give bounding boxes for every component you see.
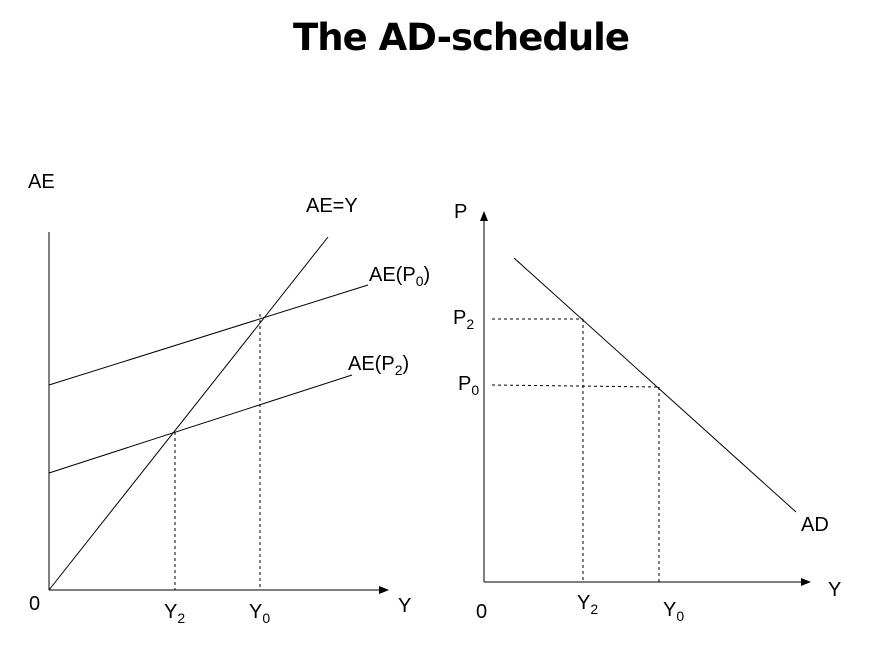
right-origin-label: 0 [476, 601, 487, 623]
left-y-axis-label: AE [28, 171, 55, 193]
left-y2-tick-label: Y2 [164, 601, 185, 626]
left-y0-tick-label: Y0 [249, 601, 270, 626]
ae-p0-label: AE(P0) [369, 264, 430, 289]
ae-p2-line [48, 374, 353, 474]
ae-p2-label: AE(P2) [348, 353, 409, 378]
p0-guide-line [491, 384, 660, 388]
left-x-axis-label: Y [398, 595, 411, 617]
ae-equals-y-line [48, 236, 329, 591]
p2-tick-label: P2 [453, 307, 474, 332]
ae-equals-y-label: AE=Y [306, 195, 358, 217]
right-x-axis-label: Y [828, 579, 841, 601]
p0-tick-label: P0 [458, 373, 479, 398]
right-y0-tick-label: Y0 [663, 599, 684, 624]
ad-curve [513, 257, 797, 513]
left-origin-label: 0 [29, 593, 40, 615]
ad-curve-label: AD [801, 514, 829, 536]
right-y-axis-label: P [454, 201, 467, 223]
ae-p0-line [48, 284, 369, 386]
right-y2-tick-label: Y2 [577, 592, 598, 617]
left-panel: AE Y 0 AE=Y AE(P0) AE(P2) Y2 Y0 [28, 171, 430, 626]
slide-title: The AD-schedule [293, 16, 630, 59]
right-panel: P Y 0 AD P2 P0 Y2 Y0 [453, 201, 841, 624]
